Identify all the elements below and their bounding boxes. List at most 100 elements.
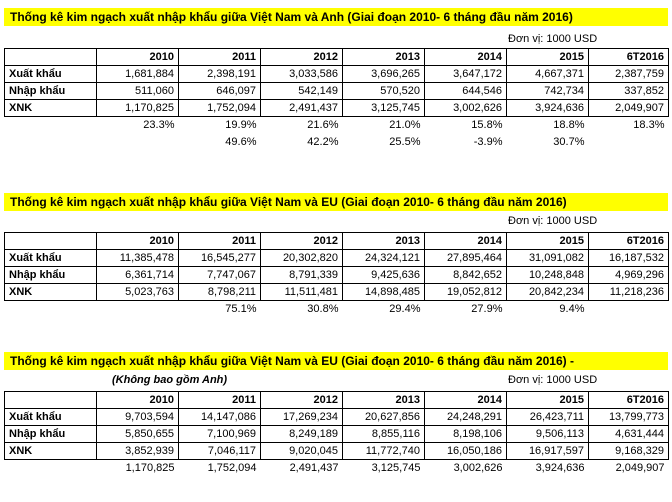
column-header: 2010 bbox=[96, 232, 179, 250]
value-cell: 511,060 bbox=[96, 82, 179, 100]
row-label: Xuất khẩu bbox=[4, 249, 97, 267]
header-corner-cell bbox=[4, 48, 97, 66]
summary-cell: 25.5% bbox=[389, 136, 421, 148]
summary-cell bbox=[5, 301, 97, 318]
summary-cell: 30.7% bbox=[553, 136, 585, 148]
value-cell: 542,149 bbox=[260, 82, 343, 100]
value-cell: 570,520 bbox=[342, 82, 425, 100]
section3-title: Thống kê kim ngạch xuất nhập khẩu giữa V… bbox=[4, 352, 668, 370]
value-cell: 17,269,234 bbox=[260, 408, 343, 426]
summary-cell: 75.1% bbox=[225, 303, 257, 316]
value-cell: 11,218,236 bbox=[588, 283, 669, 301]
value-cell: 9,703,594 bbox=[96, 408, 179, 426]
value-cell: 3,696,265 bbox=[342, 65, 425, 83]
section3-unit-label: Đơn vị: 1000 USD bbox=[508, 374, 598, 386]
value-cell: 644,546 bbox=[424, 82, 507, 100]
column-header: 2011 bbox=[178, 391, 261, 409]
value-cell: 9,168,329 bbox=[588, 442, 669, 460]
value-cell: 16,050,186 bbox=[424, 442, 507, 460]
value-cell: 20,302,820 bbox=[260, 249, 343, 267]
summary-cell: 3,002,626 bbox=[453, 462, 503, 475]
value-cell: 6,361,714 bbox=[96, 266, 179, 284]
summary-cell: 21.6% bbox=[307, 119, 339, 132]
value-cell: 646,097 bbox=[178, 82, 261, 100]
header-row: 2010 2011 2012 2013 2014 2015 6T2016 bbox=[4, 232, 669, 250]
column-header: 2012 bbox=[260, 232, 343, 250]
summary-cell: 1,170,825 bbox=[125, 462, 175, 475]
column-header: 2013 bbox=[342, 232, 425, 250]
header-corner-cell bbox=[4, 232, 97, 250]
value-cell: 337,852 bbox=[588, 82, 669, 100]
summary-row: 75.1% 30.8% 29.4% 27.9% 9.4% bbox=[5, 301, 669, 318]
summary-cell bbox=[589, 134, 669, 151]
value-cell: 9,020,045 bbox=[260, 442, 343, 460]
table-row: Xuất khẩu 11,385,478 16,545,277 20,302,820 2… bbox=[4, 249, 669, 267]
summary-cell: 9.4% bbox=[559, 303, 585, 316]
value-cell: 3,852,939 bbox=[96, 442, 179, 460]
column-header: 2012 bbox=[260, 391, 343, 409]
summary-cell: 15.8% bbox=[471, 119, 503, 132]
column-header: 6T2016 bbox=[588, 232, 669, 250]
value-cell: 3,033,586 bbox=[260, 65, 343, 83]
value-cell: 16,917,597 bbox=[506, 442, 589, 460]
column-header: 2011 bbox=[178, 232, 261, 250]
value-cell: 9,506,113 bbox=[506, 425, 589, 443]
section2-title: Thống kê kim ngạch xuất nhập khẩu giữa V… bbox=[4, 193, 668, 211]
value-cell: 1,681,884 bbox=[96, 65, 179, 83]
summary-cell: 19.9% bbox=[225, 119, 257, 132]
section3-subnote: (Không bao gồm Anh) bbox=[112, 374, 228, 386]
summary-cell: 1,752,094 bbox=[207, 462, 257, 475]
value-cell: 742,734 bbox=[506, 82, 589, 100]
value-cell: 20,627,856 bbox=[342, 408, 425, 426]
value-cell: 2,398,191 bbox=[178, 65, 261, 83]
section2-table: 2010 2011 2012 2013 2014 2015 6T2016 Xuất khẩu 1… bbox=[4, 232, 669, 318]
summary-cell: 3,125,745 bbox=[371, 462, 421, 475]
summary-cell: 2,491,437 bbox=[289, 462, 339, 475]
summary-cell: 21.0% bbox=[389, 119, 421, 132]
column-header: 2012 bbox=[260, 48, 343, 66]
value-cell: 11,385,478 bbox=[96, 249, 179, 267]
value-cell: 5,850,655 bbox=[96, 425, 179, 443]
column-header: 2014 bbox=[424, 232, 507, 250]
value-cell: 5,023,763 bbox=[96, 283, 179, 301]
value-cell: 31,091,082 bbox=[506, 249, 589, 267]
column-header: 2011 bbox=[178, 48, 261, 66]
column-header: 2015 bbox=[506, 232, 589, 250]
value-cell: 26,423,711 bbox=[506, 408, 589, 426]
value-cell: 8,791,339 bbox=[260, 266, 343, 284]
header-row: 2010 2011 2012 2013 2014 2015 6T2016 bbox=[4, 391, 669, 409]
column-header: 2013 bbox=[342, 48, 425, 66]
summary-cell: 29.4% bbox=[389, 303, 421, 316]
value-cell: 24,324,121 bbox=[342, 249, 425, 267]
column-header: 2014 bbox=[424, 391, 507, 409]
value-cell: 7,100,969 bbox=[178, 425, 261, 443]
value-cell: 14,898,485 bbox=[342, 283, 425, 301]
summary-cell bbox=[589, 301, 669, 318]
value-cell: 27,895,464 bbox=[424, 249, 507, 267]
table-row: Xuất khẩu 1,681,884 2,398,191 3,033,586 3,69… bbox=[4, 65, 669, 83]
summary-cell: 18.8% bbox=[553, 119, 585, 132]
row-label: Nhập khẩu bbox=[4, 82, 97, 100]
value-cell: 13,799,773 bbox=[588, 408, 669, 426]
value-cell: 20,842,234 bbox=[506, 283, 589, 301]
value-cell: 7,046,117 bbox=[178, 442, 261, 460]
summary-cell bbox=[5, 117, 97, 134]
value-cell: 2,049,907 bbox=[588, 99, 669, 117]
row-label: XNK bbox=[4, 99, 97, 117]
summary-cell: 30.8% bbox=[307, 303, 339, 316]
table-row: XNK 5,023,763 8,798,211 11,511,481 14,898,48… bbox=[4, 283, 669, 301]
value-cell: 19,052,812 bbox=[424, 283, 507, 301]
summary-cell bbox=[5, 134, 97, 151]
value-cell: 4,631,444 bbox=[588, 425, 669, 443]
value-cell: 1,752,094 bbox=[178, 99, 261, 117]
row-label: XNK bbox=[4, 442, 97, 460]
value-cell: 9,425,636 bbox=[342, 266, 425, 284]
summary-row: 49.6% 42.2% 25.5% -3.9% 30.7% bbox=[5, 134, 669, 151]
summary-cell bbox=[97, 134, 179, 151]
value-cell: 1,170,825 bbox=[96, 99, 179, 117]
column-header: 2015 bbox=[506, 391, 589, 409]
summary-cell: 49.6% bbox=[225, 136, 257, 148]
value-cell: 4,667,371 bbox=[506, 65, 589, 83]
row-label: Nhập khẩu bbox=[4, 425, 97, 443]
